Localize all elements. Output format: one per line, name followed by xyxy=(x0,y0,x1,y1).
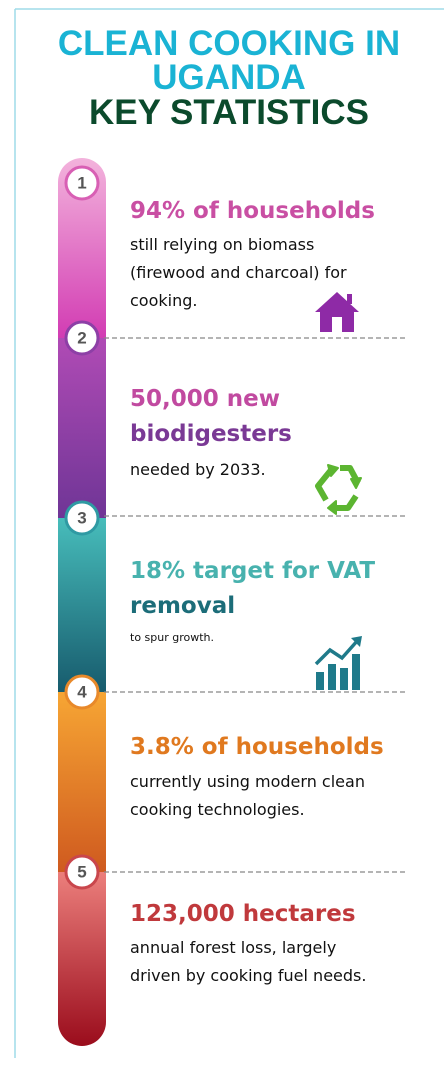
description: cooking technologies. xyxy=(130,800,305,819)
bar-segment xyxy=(58,692,106,872)
title-line: CLEAN COOKING IN xyxy=(58,24,400,63)
description: (firewood and charcoal) for xyxy=(130,263,347,282)
headline: 123,000 hectares xyxy=(130,901,356,927)
recycle-icon xyxy=(315,464,362,515)
growth-icon xyxy=(314,636,362,690)
number-circle xyxy=(64,674,100,710)
bar-segment xyxy=(58,872,106,1046)
headline: 50,000 new xyxy=(130,386,280,412)
house-icon xyxy=(315,292,359,332)
description: currently using modern clean xyxy=(130,772,365,791)
number: 3 xyxy=(77,508,86,527)
bar-segment xyxy=(58,518,106,692)
number-circle xyxy=(64,320,100,356)
number: 2 xyxy=(77,328,86,347)
headline: biodigesters xyxy=(130,421,292,447)
headline: 18% target for VAT xyxy=(130,558,375,584)
items: 1 94% of households still relying on bioma… xyxy=(64,165,384,985)
description: to spur growth. xyxy=(130,631,214,644)
bar-segment xyxy=(58,338,106,518)
dividers xyxy=(104,337,408,873)
number: 4 xyxy=(77,682,87,701)
description: annual forest loss, largely xyxy=(130,938,336,957)
number-circle xyxy=(64,165,100,201)
subtitle: KEY STATISTICS xyxy=(89,93,369,132)
title-line: UGANDA xyxy=(152,58,306,97)
number: 1 xyxy=(77,173,86,192)
headline: 94% of households xyxy=(130,198,375,224)
description: needed by 2033. xyxy=(130,460,266,479)
description: cooking. xyxy=(130,291,197,310)
description: still relying on biomass xyxy=(130,235,314,254)
description: driven by cooking fuel needs. xyxy=(130,966,366,985)
headline: removal xyxy=(130,593,235,619)
headline: 3.8% of households xyxy=(130,734,384,760)
number: 5 xyxy=(77,862,86,881)
number-circle xyxy=(64,854,100,890)
timeline-bar xyxy=(58,158,106,1046)
number-circle xyxy=(64,500,100,536)
